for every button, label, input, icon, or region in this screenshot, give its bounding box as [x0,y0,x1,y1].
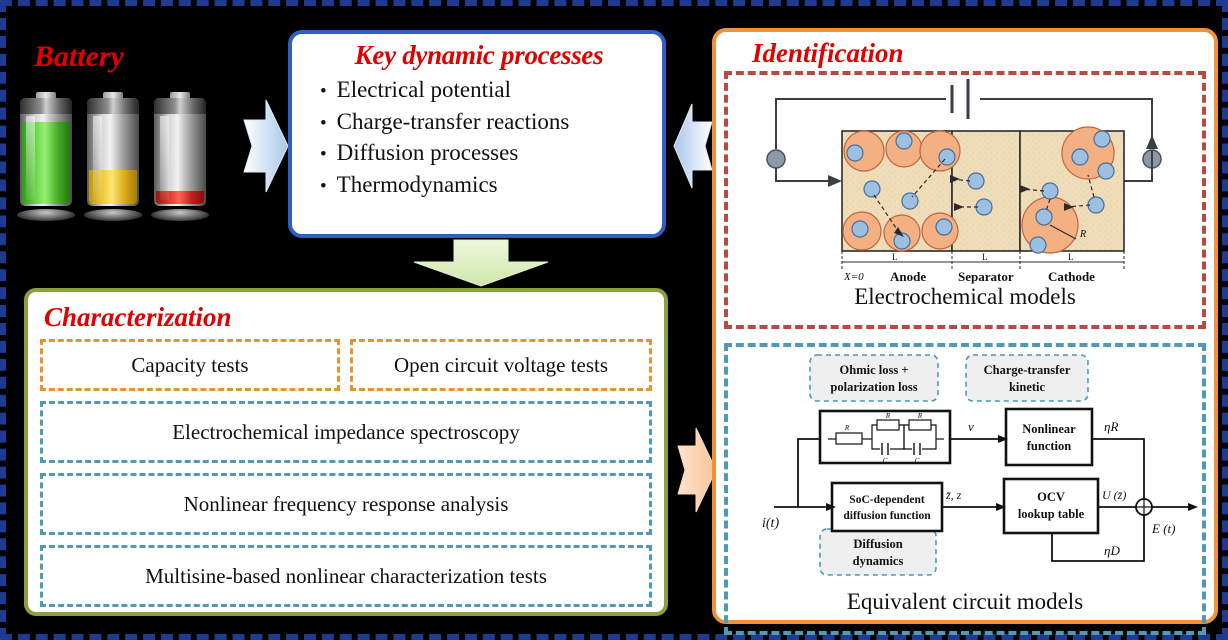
battery-icon-group [17,92,209,221]
key-dynamic-processes-panel: Key dynamic processes Electrical potenti… [288,30,666,238]
battery-cap [103,92,123,99]
origin-label: X=0 [843,271,864,283]
multisine-box[interactable]: Multisine-based nonlinear characterizati… [40,545,652,607]
battery-base [84,209,142,221]
eis-box[interactable]: Electrochemical impedance spectroscopy [40,401,652,463]
svg-text:R: R [917,412,923,420]
process-item: Charge-transfer reactions [320,106,652,138]
characterization-title: Characterization [44,302,232,332]
battery-medium-icon [84,92,142,221]
soc-diffusion-line2: diffusion function [843,510,931,522]
input-current-label: i(t) [762,516,779,531]
vl-label: v [968,419,974,434]
svg-text:L: L [1068,252,1074,262]
battery-gloss [160,116,169,200]
electrochemical-model-box[interactable]: R L L L X=0 Anode Separator Cathode Elec… [724,71,1206,329]
charge-transfer-label-line1: Charge-transfer [984,363,1071,377]
ohmic-loss-label-line2: polarization loss [830,380,917,394]
key-dynamic-processes-title: Key dynamic processes [354,40,604,70]
diffusion-label-line2: dynamics [853,554,904,568]
battery-cap [36,92,56,99]
diffusion-label-line1: Diffusion [853,537,902,551]
battery-low-icon [151,92,209,221]
arrow-down-green-processes-to-characterization [410,238,552,288]
capacity-tests-box[interactable]: Capacity tests [40,339,340,391]
svg-text:L: L [892,252,898,262]
battery-top [154,98,206,114]
equivalent-circuit-models-caption: Equivalent circuit models [846,589,1084,614]
process-item: Diffusion processes [320,137,652,169]
battery-full-icon [17,92,75,221]
equivalent-circuit-diagram: Ohmic loss + polarization loss Charge-tr… [762,354,1198,576]
ocv-tests-box[interactable]: Open circuit voltage tests [350,339,652,391]
process-item: Electrical potential [320,74,652,106]
equivalent-circuit-model-box[interactable]: Ohmic loss + polarization loss Charge-tr… [724,343,1206,635]
battery-top [87,98,139,114]
nonlinear-function-line2: function [1027,439,1072,453]
z-surf-label: z̄, z [945,488,962,502]
battery-base [17,209,75,221]
svg-text:L: L [982,252,988,262]
eta-r-label: ηR [1104,419,1118,434]
arrow-right-orange-characterization-to-identification [672,422,720,518]
battery-gloss [93,116,102,200]
electrochemical-model-diagram: R L L L X=0 Anode Separator Cathode [766,79,1162,284]
key-dynamic-processes-list: Electrical potential Charge-transfer rea… [306,74,652,201]
electrochemical-models-caption: Electrochemical models [854,284,1076,309]
cathode-label: Cathode [1048,269,1095,284]
arrow-right-blue-battery-to-processes [234,94,290,198]
particle-radius-label: R [1079,229,1086,240]
characterization-row-1: Capacity tests Open circuit voltage test… [40,339,652,391]
characterization-panel: Characterization Capacity tests Open cir… [24,288,668,616]
battery-title: Battery [34,40,124,73]
identification-panel: Identification [712,28,1218,635]
u-ocv-label: U (z̄) [1102,488,1126,502]
svg-text:C: C [915,457,920,465]
process-item: Thermodynamics [320,169,652,201]
svg-text:R: R [885,412,891,420]
identification-title: Identification [752,38,904,68]
svg-text:R: R [844,424,850,432]
battery-body [87,98,139,206]
arrow-left-blue-identification-to-processes [672,98,720,194]
ocv-block-line1: OCV [1037,490,1065,504]
battery-base [151,209,209,221]
separator-label: Separator [958,269,1014,284]
nonlinear-function-line1: Nonlinear [1022,422,1076,436]
battery-top [20,98,72,114]
battery-body [20,98,72,206]
ocv-block-line2: lookup table [1018,507,1085,521]
nfra-box[interactable]: Nonlinear frequency response analysis [40,473,652,535]
battery-body [154,98,206,206]
battery-cap [170,92,190,99]
charge-transfer-label-line2: kinetic [1009,380,1046,394]
battery-gloss [26,116,35,200]
svg-text:C: C [883,457,888,465]
anode-label: Anode [890,269,926,284]
eta-d-label: ηD [1104,543,1120,558]
ohmic-loss-label-line1: Ohmic loss + [840,363,909,377]
soc-diffusion-line1: SoC-dependent [849,494,925,506]
e-batt-label: E (t) [1151,521,1175,536]
